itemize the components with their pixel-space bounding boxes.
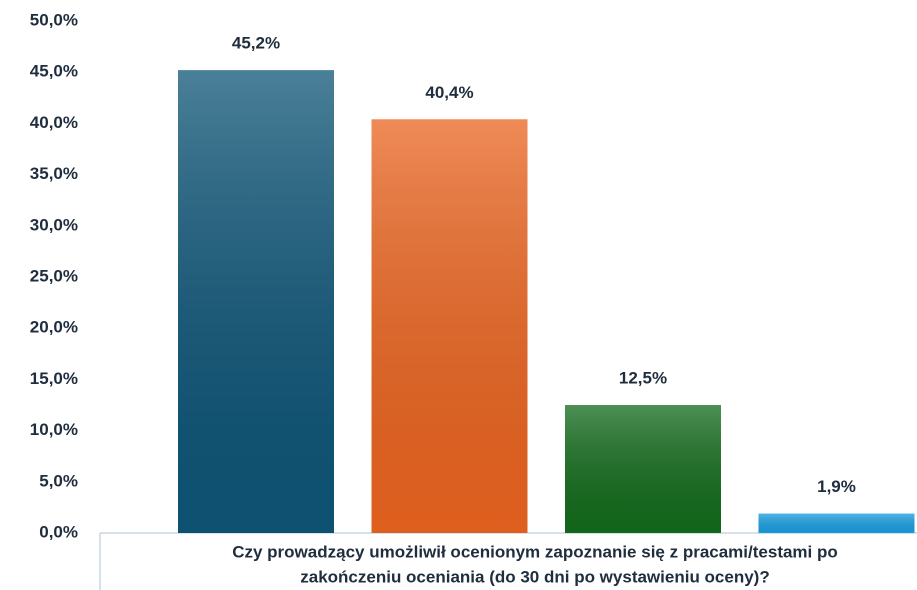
y-tick-label: 35,0% <box>30 164 78 183</box>
bar-shade <box>565 405 721 533</box>
x-axis-label: zakończeniu oceniania (do 30 dni po wyst… <box>300 567 769 586</box>
y-tick-label: 5,0% <box>39 471 78 490</box>
data-label: 1,9% <box>817 477 856 496</box>
data-label: 12,5% <box>619 368 667 387</box>
data-label: 45,2% <box>232 34 280 53</box>
x-axis-label: Czy prowadzący umożliwił ocenionym zapoz… <box>232 542 838 561</box>
bar-shade <box>178 70 334 533</box>
bar-shade <box>758 513 915 533</box>
y-tick-label: 0,0% <box>39 522 78 541</box>
y-tick-label: 20,0% <box>30 318 78 337</box>
y-tick-label: 25,0% <box>30 266 78 285</box>
y-tick-label: 40,0% <box>30 113 78 132</box>
bar-shade <box>371 119 528 533</box>
y-tick-label: 15,0% <box>30 369 78 388</box>
y-tick-label: 10,0% <box>30 420 78 439</box>
y-tick-label: 45,0% <box>30 62 78 81</box>
data-label: 40,4% <box>425 83 473 102</box>
y-tick-label: 50,0% <box>30 10 78 29</box>
y-tick-label: 30,0% <box>30 215 78 234</box>
